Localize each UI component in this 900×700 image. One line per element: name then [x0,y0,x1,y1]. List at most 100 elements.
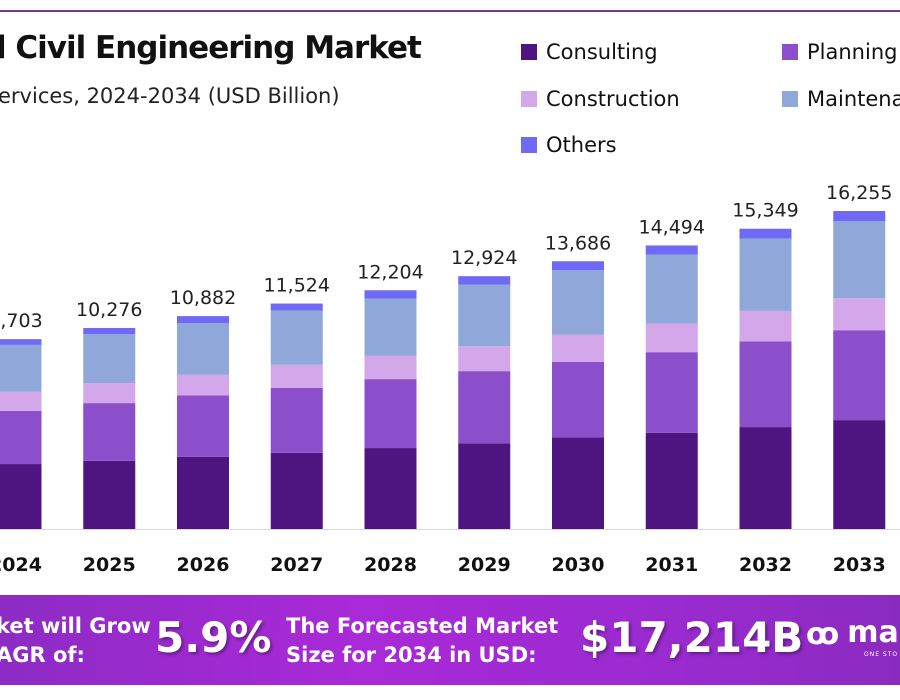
forecast-caption-line2: Size for 2034 in USD: [286,643,537,667]
bar-segment-consulting-2025 [83,460,136,529]
legend-item-construction: Construction [521,87,680,111]
bar-segment-others-2030 [552,261,604,271]
bar-segment-others-2024 [0,339,42,345]
bar-segment-maintenance-2024 [0,344,42,392]
logo-icon: ꝏ [806,617,840,652]
total-label-2027: 11,524 [264,275,330,297]
summary-banner: ket will Grow AGR of: 5.9% The Forecaste… [0,595,900,685]
x-tick-label-2024: 2024 [0,554,42,576]
legend-label: Planning [807,40,898,64]
bar-segment-construction-2027 [270,364,323,388]
bar-segment-maintenance-2028 [364,298,417,356]
bar-segment-planning-2033 [833,330,886,421]
bar-segment-construction-2024 [0,391,42,411]
legend-label: Maintenance [807,87,900,111]
total-label-2033: 16,255 [826,182,892,204]
total-label-2032: 15,349 [732,200,798,222]
total-label-2026: 10,882 [170,287,236,309]
bar-segment-others-2027 [270,303,323,311]
bar-segment-consulting-2033 [833,420,886,529]
legend-item-consulting: Consulting [521,40,658,64]
x-tick-label-2026: 2026 [177,554,230,576]
x-tick-label-2025: 2025 [83,554,136,576]
x-tick-label-2033: 2033 [833,554,886,576]
bar-segment-planning-2031 [645,352,698,433]
bar-segment-construction-2025 [83,383,136,404]
bar-segment-others-2028 [364,290,417,299]
total-label-2030: 13,686 [545,232,611,254]
legend-item-maintenance: Maintenance [782,87,900,111]
bar-segment-planning-2029 [458,371,511,444]
bar-segment-others-2032 [739,228,792,239]
legend-swatch [521,91,537,107]
cagr-value: 5.9% [155,613,272,662]
bar-segment-planning-2028 [364,379,417,449]
legend-swatch [782,91,798,107]
bar-segment-maintenance-2032 [739,238,792,311]
bar-segment-others-2033 [833,211,886,221]
legend-label: Others [546,133,617,157]
total-label-2029: 12,924 [451,247,517,269]
legend-swatch [521,137,537,153]
x-tick-label-2030: 2030 [552,554,605,576]
bar-segment-planning-2026 [177,395,229,457]
growth-caption: ket will Grow AGR of: [0,612,151,670]
bar-segment-consulting-2031 [645,432,698,529]
bar-segment-others-2025 [83,327,136,335]
bar-segment-consulting-2032 [739,427,792,529]
legend-label: Consulting [546,40,658,64]
total-label-2024: 9,703 [0,310,43,332]
bar-segment-others-2031 [645,245,698,255]
bar-segment-others-2026 [177,316,229,324]
growth-caption-line2: AGR of: [0,643,85,667]
bar-segment-construction-2032 [739,310,792,342]
x-tick-label-2028: 2028 [364,554,417,576]
legend-item-others: Others [521,133,617,157]
bar-segment-planning-2027 [270,387,323,453]
bar-segment-maintenance-2033 [833,220,886,299]
total-label-2031: 14,494 [639,216,705,238]
bar-segment-construction-2030 [552,334,604,362]
total-label-2025: 10,276 [76,299,142,321]
bar-segment-consulting-2026 [177,456,229,529]
bar-segment-planning-2032 [739,341,792,428]
bar-segment-planning-2030 [552,361,604,438]
legend-swatch [782,44,798,60]
logo-tagline: ONE STO [864,651,899,658]
stacked-bar-chart: 9,703 2024 10,276 2025 10,882 2026 11,524 2027 1… [0,182,900,576]
bar-segment-maintenance-2025 [83,334,136,384]
x-tick-label-2027: 2027 [270,554,323,576]
bar-segment-planning-2025 [83,403,136,461]
x-tick-label-2032: 2032 [739,554,792,576]
brand-logo: ꝏ ma ONE STO [806,615,899,659]
bar-segment-others-2029 [458,276,511,285]
forecast-caption-line1: The Forecasted Market [286,614,559,638]
logo-text: ma [847,615,899,650]
bar-segment-consulting-2027 [270,452,323,529]
total-label-2028: 12,204 [357,261,423,283]
bar-segment-consulting-2030 [552,437,604,529]
growth-caption-line1: ket will Grow [0,614,151,638]
bar-segment-construction-2026 [177,374,229,396]
bar-segment-planning-2024 [0,410,42,465]
forecast-caption: The Forecasted Market Size for 2034 in U… [286,612,558,670]
bar-segment-construction-2028 [364,355,417,380]
bar-segment-consulting-2024 [0,464,42,529]
x-tick-label-2029: 2029 [458,554,511,576]
bar-segment-maintenance-2029 [458,284,511,347]
bar-segment-maintenance-2030 [552,270,604,335]
bar-segment-maintenance-2031 [645,254,698,324]
bar-segment-construction-2033 [833,298,886,331]
bar-segment-construction-2031 [645,323,698,353]
bar-segment-consulting-2029 [458,443,511,529]
bar-segment-maintenance-2027 [270,310,323,365]
bar-segment-maintenance-2026 [177,323,229,375]
x-tick-label-2031: 2031 [645,554,698,576]
bar-segment-consulting-2028 [364,448,417,529]
top-divider [0,10,900,12]
bar-segment-construction-2029 [458,346,511,372]
forecast-value: $17,214B [580,613,804,662]
legend-label: Construction [546,87,680,111]
legend-item-planning: Planning [782,40,897,64]
chart-subtitle: ervices, 2024-2034 (USD Billion) [0,84,340,108]
